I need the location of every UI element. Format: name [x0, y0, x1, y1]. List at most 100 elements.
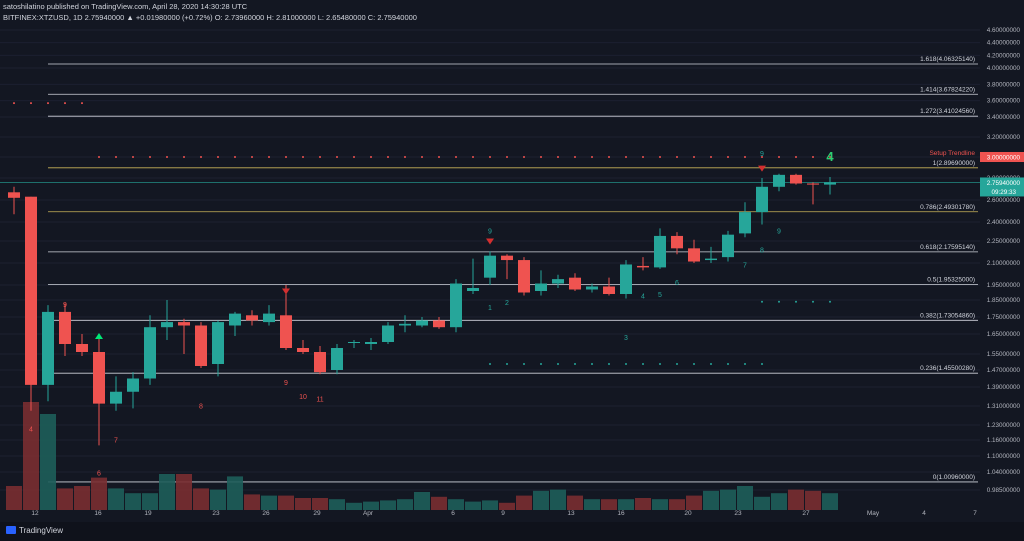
setup-trendline-dot	[404, 156, 406, 158]
support-dot	[744, 363, 746, 365]
candle-body	[433, 320, 445, 328]
candle-body	[739, 212, 751, 234]
setup-trendline-dot	[455, 156, 457, 158]
setup-trendline-dot	[744, 156, 746, 158]
support-dot	[829, 300, 831, 303]
price-tick-label: 1.31000000	[987, 403, 1021, 410]
setup-trendline-dot	[778, 156, 780, 158]
support-dot	[608, 363, 610, 365]
volume-bar	[720, 489, 736, 510]
time-tick-label: 7	[973, 510, 977, 517]
volume-bar	[57, 488, 73, 510]
price-tick-label: 2.10000000	[987, 260, 1021, 267]
setup-trendline-dot	[149, 156, 151, 158]
tradingview-logo[interactable]: TradingView	[6, 526, 63, 535]
candle-body	[297, 348, 309, 352]
price-tick-label: 1.10000000	[987, 453, 1021, 460]
candle-body	[586, 286, 598, 290]
setup-trendline-dot	[489, 156, 491, 158]
candle-body	[42, 311, 54, 385]
fib-level-label: 1(2.89690000)	[933, 160, 975, 167]
volume-bar	[448, 499, 464, 510]
volume-bar	[516, 495, 532, 510]
volume-bar	[380, 500, 396, 510]
candle-body	[25, 196, 37, 385]
setup-trendline-dot	[608, 156, 610, 158]
support-dot	[540, 363, 542, 365]
support-dot	[659, 363, 661, 365]
candle-body	[824, 182, 836, 185]
candle-body	[59, 311, 71, 344]
volume-bar	[737, 486, 753, 510]
sell-arrow-icon	[486, 238, 494, 245]
price-tick-label: 3.80000000	[987, 81, 1021, 88]
candle-body	[399, 323, 411, 326]
price-tick-label: 3.60000000	[987, 98, 1021, 105]
support-dot	[761, 300, 763, 303]
publish-info: satoshilatino published on TradingView.c…	[3, 2, 248, 11]
volume-bar	[397, 499, 413, 510]
setup-trendline-dot	[166, 156, 168, 158]
td-marker-green: 2	[505, 300, 509, 307]
setup-trendline-dot	[64, 102, 66, 105]
candle-body	[382, 325, 394, 342]
volume-bar	[210, 489, 226, 510]
fib-level-label: 1.272(3.41024560)	[920, 108, 975, 115]
setup-trendline-dot	[659, 156, 661, 158]
setup-price-tag	[980, 152, 1024, 162]
volume-bar	[23, 402, 39, 510]
price-tick-label: 2.40000000	[987, 219, 1021, 226]
fib-level-label: 0.5(1.95325000)	[927, 277, 975, 284]
price-axis-bg	[980, 22, 1024, 522]
candle-body	[76, 344, 88, 352]
candle-body	[246, 315, 258, 321]
setup-trendline-dot	[642, 156, 644, 158]
setup-trendline-dot	[710, 156, 712, 158]
fib-level-label: 1.414(3.67824220)	[920, 86, 975, 93]
volume-bar	[822, 493, 838, 510]
time-tick-label: 12	[31, 510, 39, 517]
candle-body	[229, 313, 241, 326]
setup-trendline-dot	[30, 102, 32, 105]
candle-body	[416, 320, 428, 326]
volume-bar	[703, 490, 719, 510]
setup-trendline-dot	[506, 156, 508, 158]
time-tick-label: 4	[922, 510, 926, 517]
price-tick-label: 2.60000000	[987, 197, 1021, 204]
price-tick-label: 1.39000000	[987, 384, 1021, 391]
symbol-ohlc-info: BITFINEX:XTZUSD, 1D 2.75940000 ▲ +0.0198…	[3, 13, 417, 22]
candle-body	[552, 279, 564, 284]
volume-bar	[431, 496, 447, 510]
setup-trendline-dot	[370, 156, 372, 158]
setup-trendline-dot	[421, 156, 423, 158]
volume-bar	[108, 488, 124, 510]
volume-bar	[142, 493, 158, 510]
candle-body	[348, 342, 360, 343]
td-countdown-4: 4	[826, 149, 834, 164]
bar-countdown-text: 09:29:33	[991, 189, 1016, 196]
setup-trendline-dot	[557, 156, 559, 158]
support-dot	[591, 363, 593, 365]
setup-trendline-dot	[115, 156, 117, 158]
candle-body	[722, 234, 734, 258]
time-tick-label: May	[867, 510, 880, 517]
price-tick-label: 4.00000000	[987, 65, 1021, 72]
support-dot	[489, 363, 491, 365]
footer-bar	[0, 522, 1024, 541]
time-tick-label: 20	[684, 510, 692, 517]
candle-body	[535, 283, 547, 291]
price-tick-label: 1.47000000	[987, 367, 1021, 374]
volume-bar	[244, 494, 260, 510]
volume-bar	[635, 498, 651, 510]
time-tick-label: 29	[313, 510, 321, 517]
volume-bar	[686, 495, 702, 510]
setup-trendline-dot	[200, 156, 202, 158]
volume-bar	[329, 499, 345, 510]
candle-body	[569, 277, 581, 290]
support-dot	[625, 363, 627, 365]
volume-bar	[788, 489, 804, 510]
price-axis: 4.60000000 4.40000000 4.20000000 4.00000000…	[980, 22, 1024, 522]
setup-trendline-dot	[829, 156, 831, 158]
setup-trendline-dot	[523, 156, 525, 158]
